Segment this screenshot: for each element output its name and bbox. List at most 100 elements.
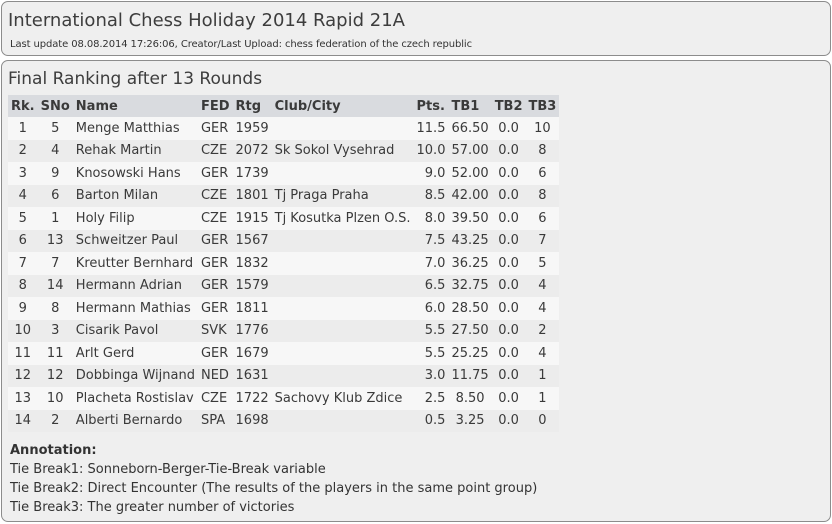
annotation-line: Tie Break2: Direct Encounter (The result… [10,481,538,496]
cell-club: Sachovy Klub Zdice [271,387,414,410]
cell-rank: 3 [8,162,38,185]
col-tb3: TB3 [525,95,560,117]
cell-points: 0.5 [413,409,449,432]
cell-tb2: 0.0 [491,162,526,185]
cell-points: 9.0 [413,162,449,185]
cell-name: Cisarik Pavol [72,319,198,342]
cell-tb3: 5 [525,252,560,275]
cell-club: Tj Kosutka Plzen O.S. [271,207,414,230]
cell-fed: NED [197,364,233,387]
cell-fed: GER [197,162,233,185]
cell-sno: 6 [37,184,73,207]
cell-tb3: 7 [525,229,560,252]
table-row: 14 2 Alberti Bernardo SPA 1698 0.5 3.25 0.0 0 [8,409,560,432]
cell-tb1: 57.00 [448,139,492,162]
table-row: 7 7 Kreutter Bernhard GER 1832 7.0 36.25 0.0 5 [8,252,560,275]
cell-fed: CZE [197,139,233,162]
cell-points: 3.0 [413,364,449,387]
cell-club [271,342,414,365]
cell-tb1: 52.00 [448,162,492,185]
cell-fed: GER [197,297,233,320]
cell-sno: 13 [37,229,73,252]
col-tb2: TB2 [491,95,526,117]
table-row: 3 9 Knosowski Hans GER 1739 9.0 52.00 0.0 6 [8,162,560,185]
cell-tb1: 28.50 [448,297,492,320]
cell-fed: GER [197,229,233,252]
table-row: 13 10 Placheta Rostislav CZE 1722 Sachovy Klu… [8,387,560,410]
cell-sno: 4 [37,139,73,162]
cell-fed: CZE [197,184,233,207]
cell-tb2: 0.0 [491,387,526,410]
cell-tb1: 8.50 [448,387,492,410]
cell-rank: 11 [8,342,38,365]
cell-rating: 1811 [232,297,272,320]
table-row: 11 11 Arlt Gerd GER 1679 5.5 25.25 0.0 4 [8,342,560,365]
cell-club [271,297,414,320]
cell-name: Menge Matthias [72,117,198,140]
cell-club [271,319,414,342]
cell-rank: 6 [8,229,38,252]
cell-tb2: 0.0 [491,207,526,230]
last-update-info: Last update 08.08.2014 17:26:06, Creator… [10,39,472,50]
cell-sno: 14 [37,274,73,297]
cell-sno: 1 [37,207,73,230]
cell-tb2: 0.0 [491,364,526,387]
col-rank: Rk. [8,95,38,117]
cell-rank: 8 [8,274,38,297]
ranking-title: Final Ranking after 13 Rounds [8,69,263,89]
cell-rating: 1801 [232,184,272,207]
cell-rank: 1 [8,117,38,140]
cell-name: Barton Milan [72,184,198,207]
cell-tb1: 3.25 [448,409,492,432]
tournament-title: International Chess Holiday 2014 Rapid 2… [8,10,405,31]
cell-name: Holy Filip [72,207,198,230]
col-rating: Rtg [232,95,272,117]
cell-name: Dobbinga Wijnand [72,364,198,387]
header-panel: International Chess Holiday 2014 Rapid 2… [1,1,831,56]
col-sno: SNo [37,95,73,117]
cell-rating: 2072 [232,139,272,162]
cell-name: Knosowski Hans [72,162,198,185]
table-header-row: Rk. SNo Name FED Rtg Club/City Pts. TB1 … [8,95,560,117]
cell-club [271,274,414,297]
cell-tb3: 8 [525,139,560,162]
cell-points: 6.0 [413,297,449,320]
cell-rating: 1776 [232,319,272,342]
cell-fed: GER [197,274,233,297]
cell-sno: 2 [37,409,73,432]
cell-rank: 7 [8,252,38,275]
cell-name: Arlt Gerd [72,342,198,365]
cell-club [271,117,414,140]
col-tb1: TB1 [448,95,492,117]
cell-tb3: 4 [525,297,560,320]
cell-tb1: 32.75 [448,274,492,297]
cell-tb3: 10 [525,117,560,140]
cell-club [271,409,414,432]
cell-rating: 1579 [232,274,272,297]
cell-tb2: 0.0 [491,252,526,275]
cell-name: Hermann Mathias [72,297,198,320]
cell-points: 11.5 [413,117,449,140]
cell-rating: 1722 [232,387,272,410]
cell-club [271,364,414,387]
cell-sno: 3 [37,319,73,342]
cell-rating: 1959 [232,117,272,140]
cell-points: 2.5 [413,387,449,410]
cell-fed: GER [197,342,233,365]
cell-tb1: 42.00 [448,184,492,207]
cell-tb1: 43.25 [448,229,492,252]
table-row: 12 12 Dobbinga Wijnand NED 1631 3.0 11.75 0.0 1 [8,364,560,387]
table-row: 8 14 Hermann Adrian GER 1579 6.5 32.75 0.0 4 [8,274,560,297]
table-row: 2 4 Rehak Martin CZE 2072 Sk Sokol Vysehrad 10… [8,139,560,162]
cell-sno: 8 [37,297,73,320]
cell-name: Alberti Bernardo [72,409,198,432]
cell-rank: 2 [8,139,38,162]
cell-tb1: 66.50 [448,117,492,140]
cell-tb2: 0.0 [491,409,526,432]
cell-rating: 1679 [232,342,272,365]
cell-tb3: 1 [525,387,560,410]
cell-rating: 1631 [232,364,272,387]
cell-tb2: 0.0 [491,342,526,365]
cell-tb3: 8 [525,184,560,207]
table-row: 4 6 Barton Milan CZE 1801 Tj Praga Praha 8.5 42… [8,184,560,207]
